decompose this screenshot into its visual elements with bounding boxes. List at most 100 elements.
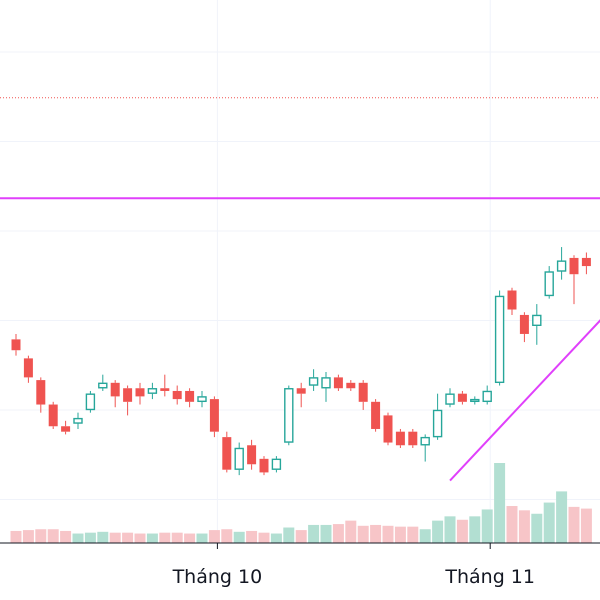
candle [321, 371, 331, 402]
candle-body [371, 401, 381, 429]
volume-bar [394, 526, 406, 543]
candle [23, 355, 33, 383]
volume-bar [308, 524, 320, 543]
volume-bar [469, 516, 481, 543]
candle-body [247, 445, 257, 465]
candle-body [147, 388, 158, 394]
candle-body [532, 314, 542, 327]
candle [209, 396, 219, 438]
candle [358, 380, 368, 410]
candle-body [470, 398, 480, 403]
candle-body [308, 377, 319, 386]
candle [457, 390, 467, 405]
candle [284, 385, 294, 446]
volume-bar [122, 532, 134, 543]
candle-body [408, 431, 418, 446]
candle-body [209, 399, 219, 432]
candle-body [358, 382, 368, 402]
candle-body [296, 388, 306, 394]
volume-bar [283, 527, 295, 543]
candle [556, 247, 567, 280]
candle-body [98, 382, 108, 389]
volume-bar [258, 532, 270, 543]
candle [123, 385, 133, 416]
candle-body [135, 388, 145, 397]
candle-body [321, 377, 331, 389]
candle-body [197, 396, 207, 403]
candle-body [457, 393, 467, 402]
candle [259, 456, 269, 476]
volume-bar [382, 525, 394, 543]
candle [36, 377, 46, 413]
volume-bar [109, 532, 121, 543]
candle-body [85, 393, 96, 411]
candle-layer [11, 247, 591, 476]
candle [581, 252, 591, 275]
candle-body [395, 431, 405, 446]
candle-body [346, 382, 356, 389]
candle-body [519, 314, 529, 334]
volume-bar [72, 533, 84, 543]
candle-body [234, 447, 244, 470]
volume-bar [332, 524, 344, 543]
volume-bar [22, 530, 34, 543]
candle-body [11, 339, 21, 351]
candle [494, 290, 505, 386]
candle [371, 399, 381, 432]
volume-bar [159, 532, 171, 543]
candle-body [23, 358, 33, 378]
candle-body [222, 437, 232, 470]
candle [172, 385, 182, 405]
volume-bar [47, 529, 59, 543]
volume-bar [357, 525, 369, 543]
candle [408, 428, 418, 448]
volume-bar [518, 510, 530, 543]
volume-bar [196, 533, 208, 543]
candle [445, 388, 455, 408]
volume-bar [481, 509, 493, 543]
candle [247, 439, 257, 470]
candle [48, 401, 58, 429]
candle [308, 369, 319, 391]
candle-body [73, 417, 83, 424]
candle [135, 382, 145, 405]
candle [160, 374, 170, 397]
candle [222, 431, 232, 473]
volume-bar [345, 520, 357, 543]
candle [346, 380, 356, 391]
candle-body [420, 436, 430, 446]
candle-body [172, 390, 182, 400]
candle [271, 456, 282, 473]
volume-bar [407, 526, 419, 543]
candle-body [61, 426, 71, 432]
candle [147, 382, 158, 400]
candle-body [48, 404, 58, 427]
volume-bar [10, 530, 22, 543]
candle [569, 255, 579, 305]
volume-bar [270, 533, 282, 543]
candle-body [432, 409, 443, 438]
volume-bar [506, 506, 518, 543]
candle-body [123, 388, 133, 402]
volume-bar [432, 520, 444, 543]
candle-body [185, 390, 195, 402]
candle [507, 287, 517, 315]
candle-body [110, 382, 120, 397]
candle [532, 304, 542, 345]
x-tick-label: Tháng 11 [444, 566, 535, 588]
candle [432, 393, 443, 440]
candle [470, 396, 480, 405]
volume-bar [97, 531, 109, 543]
candle-body [271, 458, 282, 470]
volume-bar [444, 516, 456, 543]
volume-bar [568, 506, 580, 543]
candle [61, 420, 71, 435]
volume-bar [208, 530, 220, 543]
volume-bar [494, 463, 506, 543]
candle-body [333, 377, 343, 389]
candle-body [507, 290, 517, 310]
candle [544, 266, 554, 299]
candle [395, 428, 405, 448]
volume-bar [419, 529, 431, 543]
